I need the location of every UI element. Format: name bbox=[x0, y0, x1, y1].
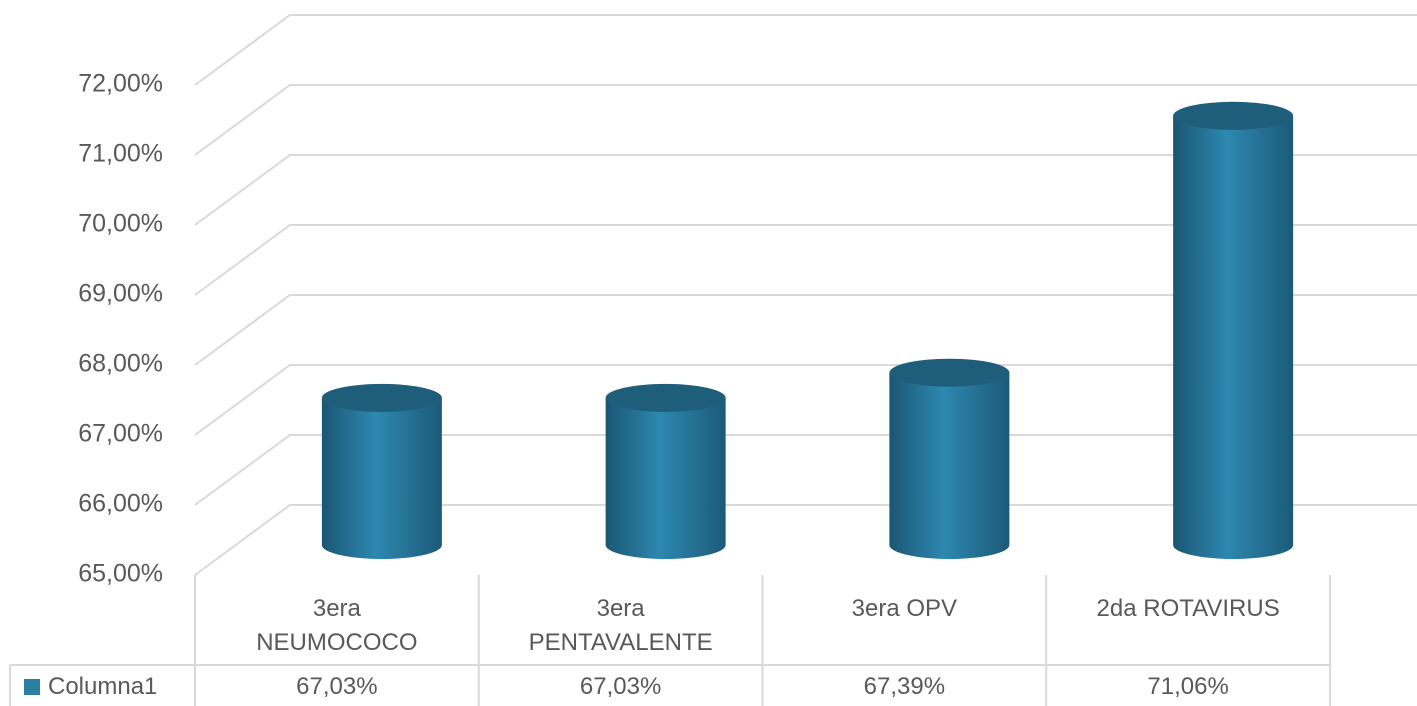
x-tick-label: 3era OPV bbox=[851, 595, 958, 622]
y-tick-label: 69,00% bbox=[78, 280, 163, 308]
data-label: 71,06% bbox=[1147, 673, 1229, 700]
grid-line bbox=[194, 364, 1417, 436]
data-label: 67,03% bbox=[579, 673, 662, 700]
y-tick-label: 71,00% bbox=[78, 140, 163, 168]
data-label: 67,39% bbox=[863, 673, 946, 700]
grid-line bbox=[194, 84, 1417, 156]
legend-label: Columna1 bbox=[48, 673, 158, 700]
y-tick-label: 72,00% bbox=[78, 70, 163, 98]
data-label: 67,03% bbox=[296, 673, 378, 700]
bar-top bbox=[605, 383, 726, 412]
bar bbox=[1173, 115, 1294, 560]
bar bbox=[889, 372, 1010, 559]
y-tick-label: 67,00% bbox=[78, 420, 163, 448]
y-tick-label: 68,00% bbox=[78, 350, 163, 378]
x-tick-label: 3era PENTAVALENTE bbox=[528, 595, 713, 656]
grid-line bbox=[194, 224, 1417, 296]
grid-line bbox=[194, 434, 1417, 506]
x-tick-label: 2da ROTAVIRUS bbox=[1096, 595, 1280, 622]
bar-top bbox=[1173, 101, 1294, 130]
grid-line bbox=[194, 14, 1417, 86]
legend-swatch bbox=[24, 679, 40, 695]
x-tick-label: 3era NEUMOCOCO bbox=[256, 595, 418, 656]
grid-line bbox=[194, 294, 1417, 366]
grid-line bbox=[194, 154, 1417, 226]
bar-top bbox=[321, 383, 442, 412]
y-tick-label: 70,00% bbox=[78, 210, 163, 238]
y-tick-label: 65,00% bbox=[78, 560, 163, 588]
bar bbox=[321, 397, 442, 559]
grid-line bbox=[194, 504, 1417, 576]
bar bbox=[605, 397, 726, 559]
y-tick-label: 66,00% bbox=[78, 490, 163, 518]
bar-top bbox=[889, 358, 1010, 387]
